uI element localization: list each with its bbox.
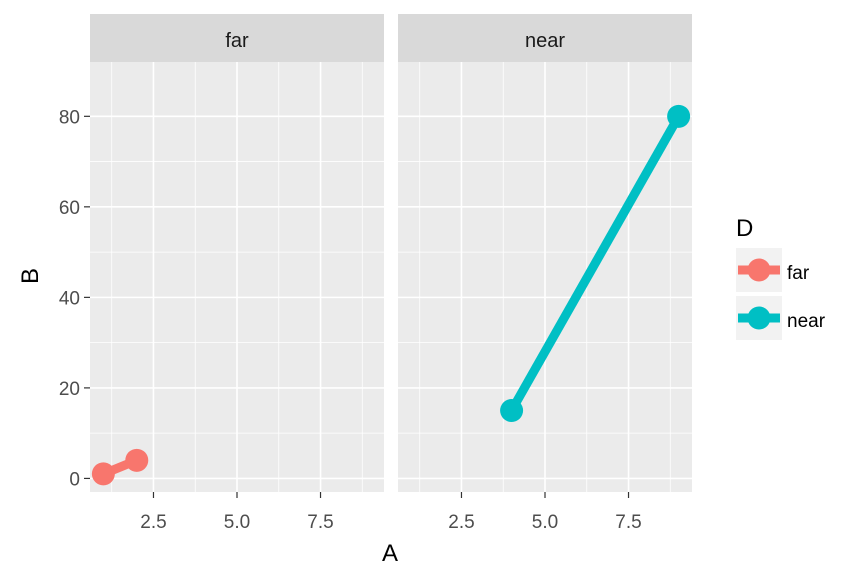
- strip-background-far: [90, 14, 384, 62]
- data-point-near: [667, 104, 691, 128]
- x-tick-label-far: 2.5: [140, 512, 166, 533]
- legend-label-far: far: [787, 263, 810, 284]
- x-tick-label-near: 5.0: [532, 512, 558, 533]
- legend-label-near: near: [787, 311, 826, 332]
- strip-background-near: [398, 14, 692, 62]
- data-point-far: [125, 448, 149, 472]
- legend-key-point-far: [747, 258, 771, 282]
- grid-lines: [84, 62, 692, 498]
- facet-label-far: far: [225, 30, 249, 52]
- facet-label-near: near: [525, 30, 565, 52]
- y-tick-label: 0: [69, 469, 80, 490]
- x-tick-label-near: 7.5: [615, 512, 641, 533]
- x-tick-label-far: 5.0: [224, 512, 250, 533]
- data-point-far: [91, 462, 115, 486]
- x-tick-label-near: 2.5: [448, 512, 474, 533]
- y-tick-label: 20: [59, 379, 80, 400]
- series-layer: [91, 104, 691, 486]
- legend-title: D: [736, 215, 753, 242]
- x-axis-title: A: [382, 540, 398, 567]
- legend: [736, 248, 782, 340]
- data-point-near: [500, 399, 524, 423]
- y-tick-label: 80: [59, 107, 80, 128]
- y-tick-label: 60: [59, 198, 80, 219]
- series-line-near: [507, 114, 683, 413]
- legend-key-point-near: [747, 306, 771, 330]
- y-tick-label: 40: [59, 288, 80, 309]
- y-axis-title: B: [17, 268, 44, 284]
- x-tick-label-far: 7.5: [307, 512, 333, 533]
